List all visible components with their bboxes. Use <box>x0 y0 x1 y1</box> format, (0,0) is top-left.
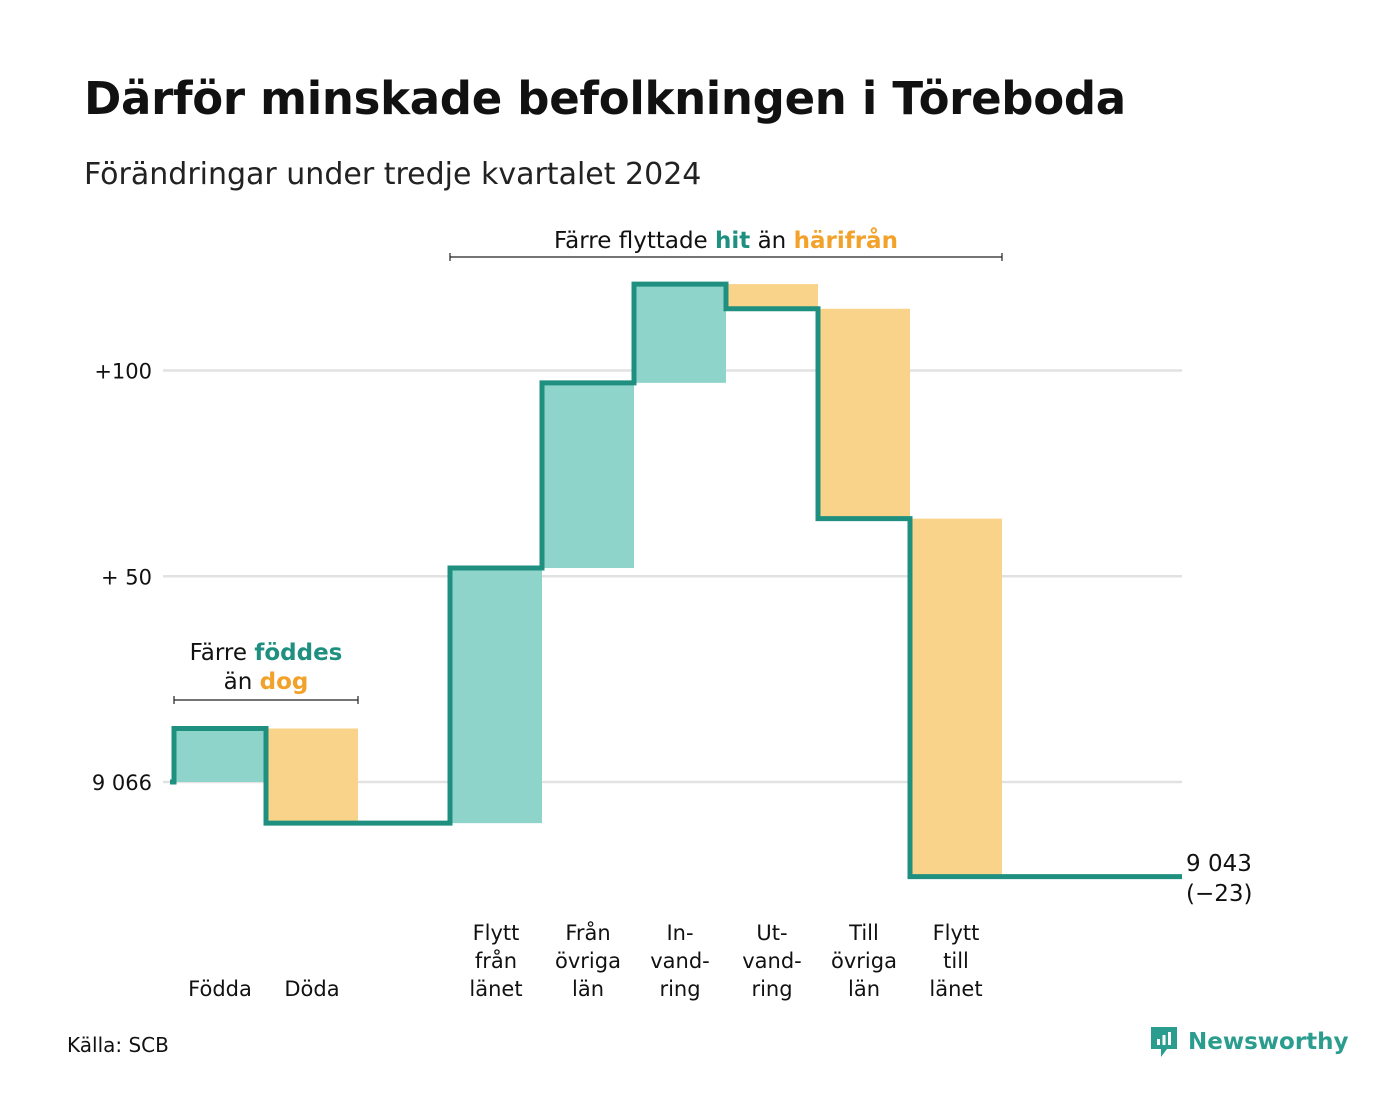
source-note: Källa: SCB <box>67 1033 169 1057</box>
step-label: Flytt <box>473 921 520 945</box>
annotation-segment: dog <box>260 669 309 695</box>
chart-title: Därför minskade befolkningen i Töreboda <box>84 72 1126 125</box>
newsworthy-logo-icon <box>1151 1027 1177 1057</box>
end-value-label: 9 043 <box>1186 851 1252 877</box>
step-label: vand- <box>650 949 710 973</box>
step-labels: Födda Döda Flytt från länet Från övriga län In-v… <box>188 920 982 1001</box>
annotation-segment: härifrån <box>794 227 898 254</box>
step-bars <box>174 284 1002 877</box>
step-label: länet <box>929 977 982 1001</box>
step-label: Till <box>848 921 879 945</box>
step-label: län <box>572 977 604 1001</box>
end-value-label: (−23) <box>1186 881 1252 907</box>
outflow-bar <box>818 308 910 519</box>
annotation-segment: hit <box>715 228 750 254</box>
step-label: Från <box>565 920 610 945</box>
annotation-segment: än <box>224 669 260 695</box>
step-label: ring <box>751 977 792 1001</box>
annotation-text: Färre föddes <box>190 640 343 666</box>
step-label: övriga <box>831 949 897 973</box>
y-tick-labels: 9 066 + 50 +100 <box>92 360 152 796</box>
annotation-text: än dog <box>224 669 309 695</box>
step-label: Ut- <box>756 921 787 945</box>
step-label: län <box>848 977 880 1001</box>
step-label: övriga <box>555 949 621 973</box>
annotation-segment: än <box>750 228 793 254</box>
inflow-bar <box>542 382 634 569</box>
y-tick-label: +100 <box>94 360 152 384</box>
step-label: ring <box>659 977 700 1001</box>
step-label: Flytt <box>933 921 980 945</box>
annotation-segment: Färre flyttade <box>554 228 715 254</box>
brand-name: Newsworthy <box>1188 1029 1349 1055</box>
annotation-segment: Färre <box>190 640 255 666</box>
outflow-bar <box>266 728 358 824</box>
inflow-bar <box>634 284 726 383</box>
outflow-bar <box>726 284 818 309</box>
brand-logo: Newsworthy <box>1148 1024 1349 1060</box>
step-label: från <box>475 948 517 973</box>
annotation-segment: föddes <box>254 640 342 666</box>
outflow-bar <box>910 518 1002 877</box>
step-label: Döda <box>284 977 339 1001</box>
step-label: länet <box>469 977 522 1001</box>
y-tick-label: 9 066 <box>92 771 152 795</box>
grid-lines <box>163 369 1182 784</box>
step-label: In- <box>666 921 693 945</box>
running-total-line <box>170 281 1182 880</box>
inflow-bar <box>450 568 542 824</box>
annotations: Färre föddes än dog Färre flyttade hit än … <box>173 227 1003 704</box>
annotation-text: Färre flyttade hit än härifrån <box>554 227 898 254</box>
step-label: vand- <box>742 949 802 973</box>
running-total-line <box>170 281 1182 880</box>
y-tick-label: + 50 <box>101 565 152 589</box>
end-value-label: 9 043 (−23) <box>1186 851 1252 907</box>
step-label: Födda <box>188 977 252 1001</box>
chart-subtitle: Förändringar under tredje kvartalet 2024 <box>84 157 702 192</box>
inflow-bar <box>174 728 266 782</box>
step-label: till <box>943 949 969 973</box>
